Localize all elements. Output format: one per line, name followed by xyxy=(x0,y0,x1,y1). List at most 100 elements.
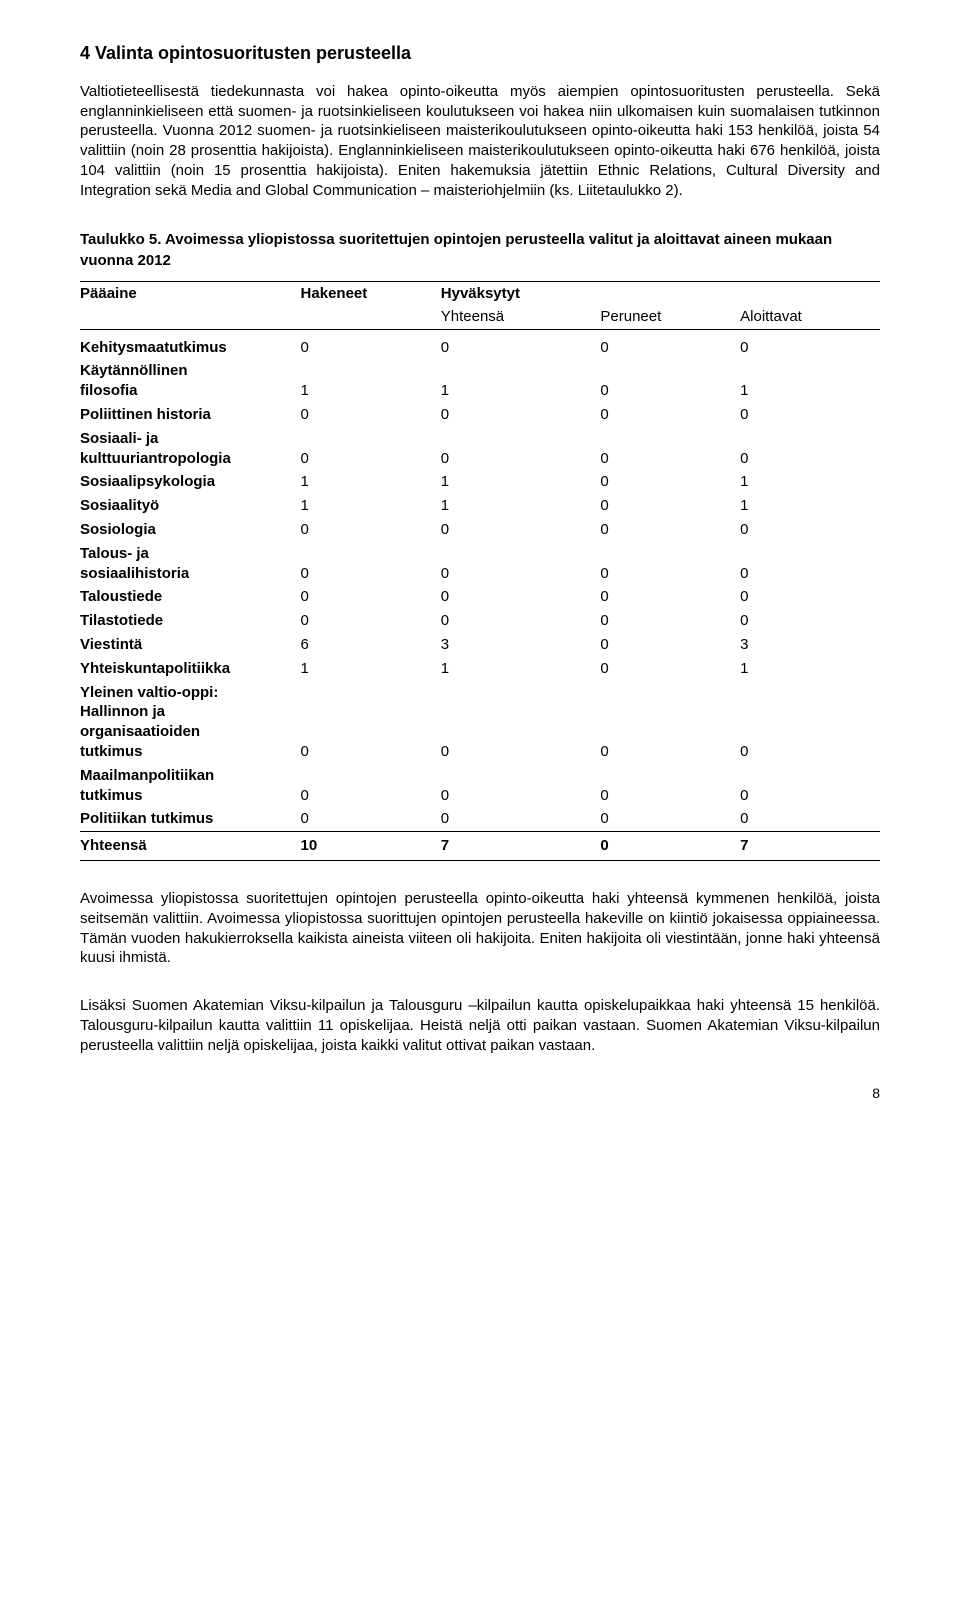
row-cell: 0 xyxy=(740,807,880,831)
row-cell: 0 xyxy=(740,585,880,609)
row-cell: 0 xyxy=(441,585,601,609)
row-cell: 0 xyxy=(301,518,441,542)
row-cell: 1 xyxy=(740,359,880,403)
row-cell: 0 xyxy=(600,542,740,586)
row-cell: 0 xyxy=(740,427,880,471)
row-label: Politiikan tutkimus xyxy=(80,807,301,831)
intro-paragraph: Valtiotieteellisestä tiedekunnasta voi h… xyxy=(80,82,880,201)
table5-h-blank1 xyxy=(600,281,740,305)
row-cell: 1 xyxy=(301,657,441,681)
row-cell: 0 xyxy=(600,633,740,657)
row-cell: 0 xyxy=(740,609,880,633)
row-cell: 0 xyxy=(301,681,441,764)
table5-h-hakeneet: Hakeneet xyxy=(301,281,441,305)
row-cell: 0 xyxy=(600,518,740,542)
row-cell: 0 xyxy=(441,681,601,764)
table5-h2-aloittavat: Aloittavat xyxy=(740,305,880,329)
row-cell: 0 xyxy=(600,609,740,633)
row-cell: 1 xyxy=(301,494,441,518)
table5: Pääaine Hakeneet Hyväksytyt Yhteensä Per… xyxy=(80,281,880,861)
page-number: 8 xyxy=(80,1084,880,1102)
row-cell: 0 xyxy=(301,764,441,808)
row-label: Käytännöllinen filosofia xyxy=(80,359,301,403)
row-cell: 0 xyxy=(301,807,441,831)
table5-h2-yhteensa: Yhteensä xyxy=(441,305,601,329)
row-cell: 1 xyxy=(441,359,601,403)
page: 4 Valinta opintosuoritusten perusteella … xyxy=(0,0,960,1142)
table5-caption: Taulukko 5. Avoimessa yliopistossa suori… xyxy=(80,229,880,271)
row-cell: 0 xyxy=(441,336,601,360)
row-cell: 0 xyxy=(740,542,880,586)
row-label: Poliittinen historia xyxy=(80,403,301,427)
row-label: Maailmanpolitiikan tutkimus xyxy=(80,764,301,808)
row-label: Tilastotiede xyxy=(80,609,301,633)
row-label: Yleinen valtio-oppi: Hallinnon ja organi… xyxy=(80,681,301,764)
row-label: Talous- ja sosiaalihistoria xyxy=(80,542,301,586)
row-cell: 1 xyxy=(441,657,601,681)
paragraph-2: Avoimessa yliopistossa suoritettujen opi… xyxy=(80,889,880,968)
table-row: Politiikan tutkimus0000 xyxy=(80,807,880,831)
row-cell: 0 xyxy=(301,609,441,633)
row-cell: 0 xyxy=(441,609,601,633)
table-row: Taloustiede0000 xyxy=(80,585,880,609)
total-cell: 0 xyxy=(600,832,740,861)
row-cell: 0 xyxy=(301,585,441,609)
row-cell: 1 xyxy=(301,470,441,494)
table5-h2-blank1 xyxy=(301,305,441,329)
row-cell: 0 xyxy=(600,359,740,403)
row-cell: 0 xyxy=(600,585,740,609)
row-cell: 0 xyxy=(740,518,880,542)
table-row: Yhteiskuntapolitiikka1101 xyxy=(80,657,880,681)
table5-h2-blank0 xyxy=(80,305,301,329)
row-cell: 1 xyxy=(740,470,880,494)
total-cell: 10 xyxy=(301,832,441,861)
total-cell: 7 xyxy=(441,832,601,861)
row-cell: 0 xyxy=(600,470,740,494)
row-cell: 1 xyxy=(740,494,880,518)
row-cell: 1 xyxy=(441,470,601,494)
table-row: Maailmanpolitiikan tutkimus0000 xyxy=(80,764,880,808)
total-cell: 7 xyxy=(740,832,880,861)
row-cell: 0 xyxy=(740,336,880,360)
total-label: Yhteensä xyxy=(80,832,301,861)
table-row: Sosiaalipsykologia1101 xyxy=(80,470,880,494)
row-cell: 0 xyxy=(600,657,740,681)
row-cell: 0 xyxy=(441,518,601,542)
row-cell: 0 xyxy=(301,542,441,586)
table5-body: Kehitysmaatutkimus0000Käytännöllinen fil… xyxy=(80,330,880,861)
row-cell: 0 xyxy=(740,764,880,808)
row-cell: 0 xyxy=(441,403,601,427)
row-cell: 0 xyxy=(600,681,740,764)
row-cell: 0 xyxy=(301,336,441,360)
row-cell: 0 xyxy=(600,764,740,808)
row-cell: 0 xyxy=(301,403,441,427)
table5-h-blank2 xyxy=(740,281,880,305)
table5-h2-peruneet: Peruneet xyxy=(600,305,740,329)
row-cell: 0 xyxy=(740,681,880,764)
row-label: Sosiaalityö xyxy=(80,494,301,518)
row-cell: 0 xyxy=(441,427,601,471)
table-row: Sosiologia0000 xyxy=(80,518,880,542)
row-label: Sosiaali- ja kulttuuriantropologia xyxy=(80,427,301,471)
row-cell: 3 xyxy=(740,633,880,657)
row-label: Sosiologia xyxy=(80,518,301,542)
table-row: Viestintä6303 xyxy=(80,633,880,657)
table-row: Käytännöllinen filosofia1101 xyxy=(80,359,880,403)
table-row: Kehitysmaatutkimus0000 xyxy=(80,336,880,360)
row-cell: 0 xyxy=(740,403,880,427)
row-cell: 6 xyxy=(301,633,441,657)
table5-header-row1: Pääaine Hakeneet Hyväksytyt xyxy=(80,281,880,305)
row-cell: 0 xyxy=(441,807,601,831)
row-cell: 1 xyxy=(740,657,880,681)
row-cell: 0 xyxy=(600,336,740,360)
table5-h-paa: Pääaine xyxy=(80,281,301,305)
row-cell: 1 xyxy=(441,494,601,518)
row-cell: 3 xyxy=(441,633,601,657)
row-label: Taloustiede xyxy=(80,585,301,609)
table-row: Talous- ja sosiaalihistoria0000 xyxy=(80,542,880,586)
table5-h-hyvaksytyt: Hyväksytyt xyxy=(441,281,601,305)
table5-header-row2: Yhteensä Peruneet Aloittavat xyxy=(80,305,880,329)
row-cell: 1 xyxy=(301,359,441,403)
row-cell: 0 xyxy=(600,807,740,831)
table-row: Poliittinen historia0000 xyxy=(80,403,880,427)
